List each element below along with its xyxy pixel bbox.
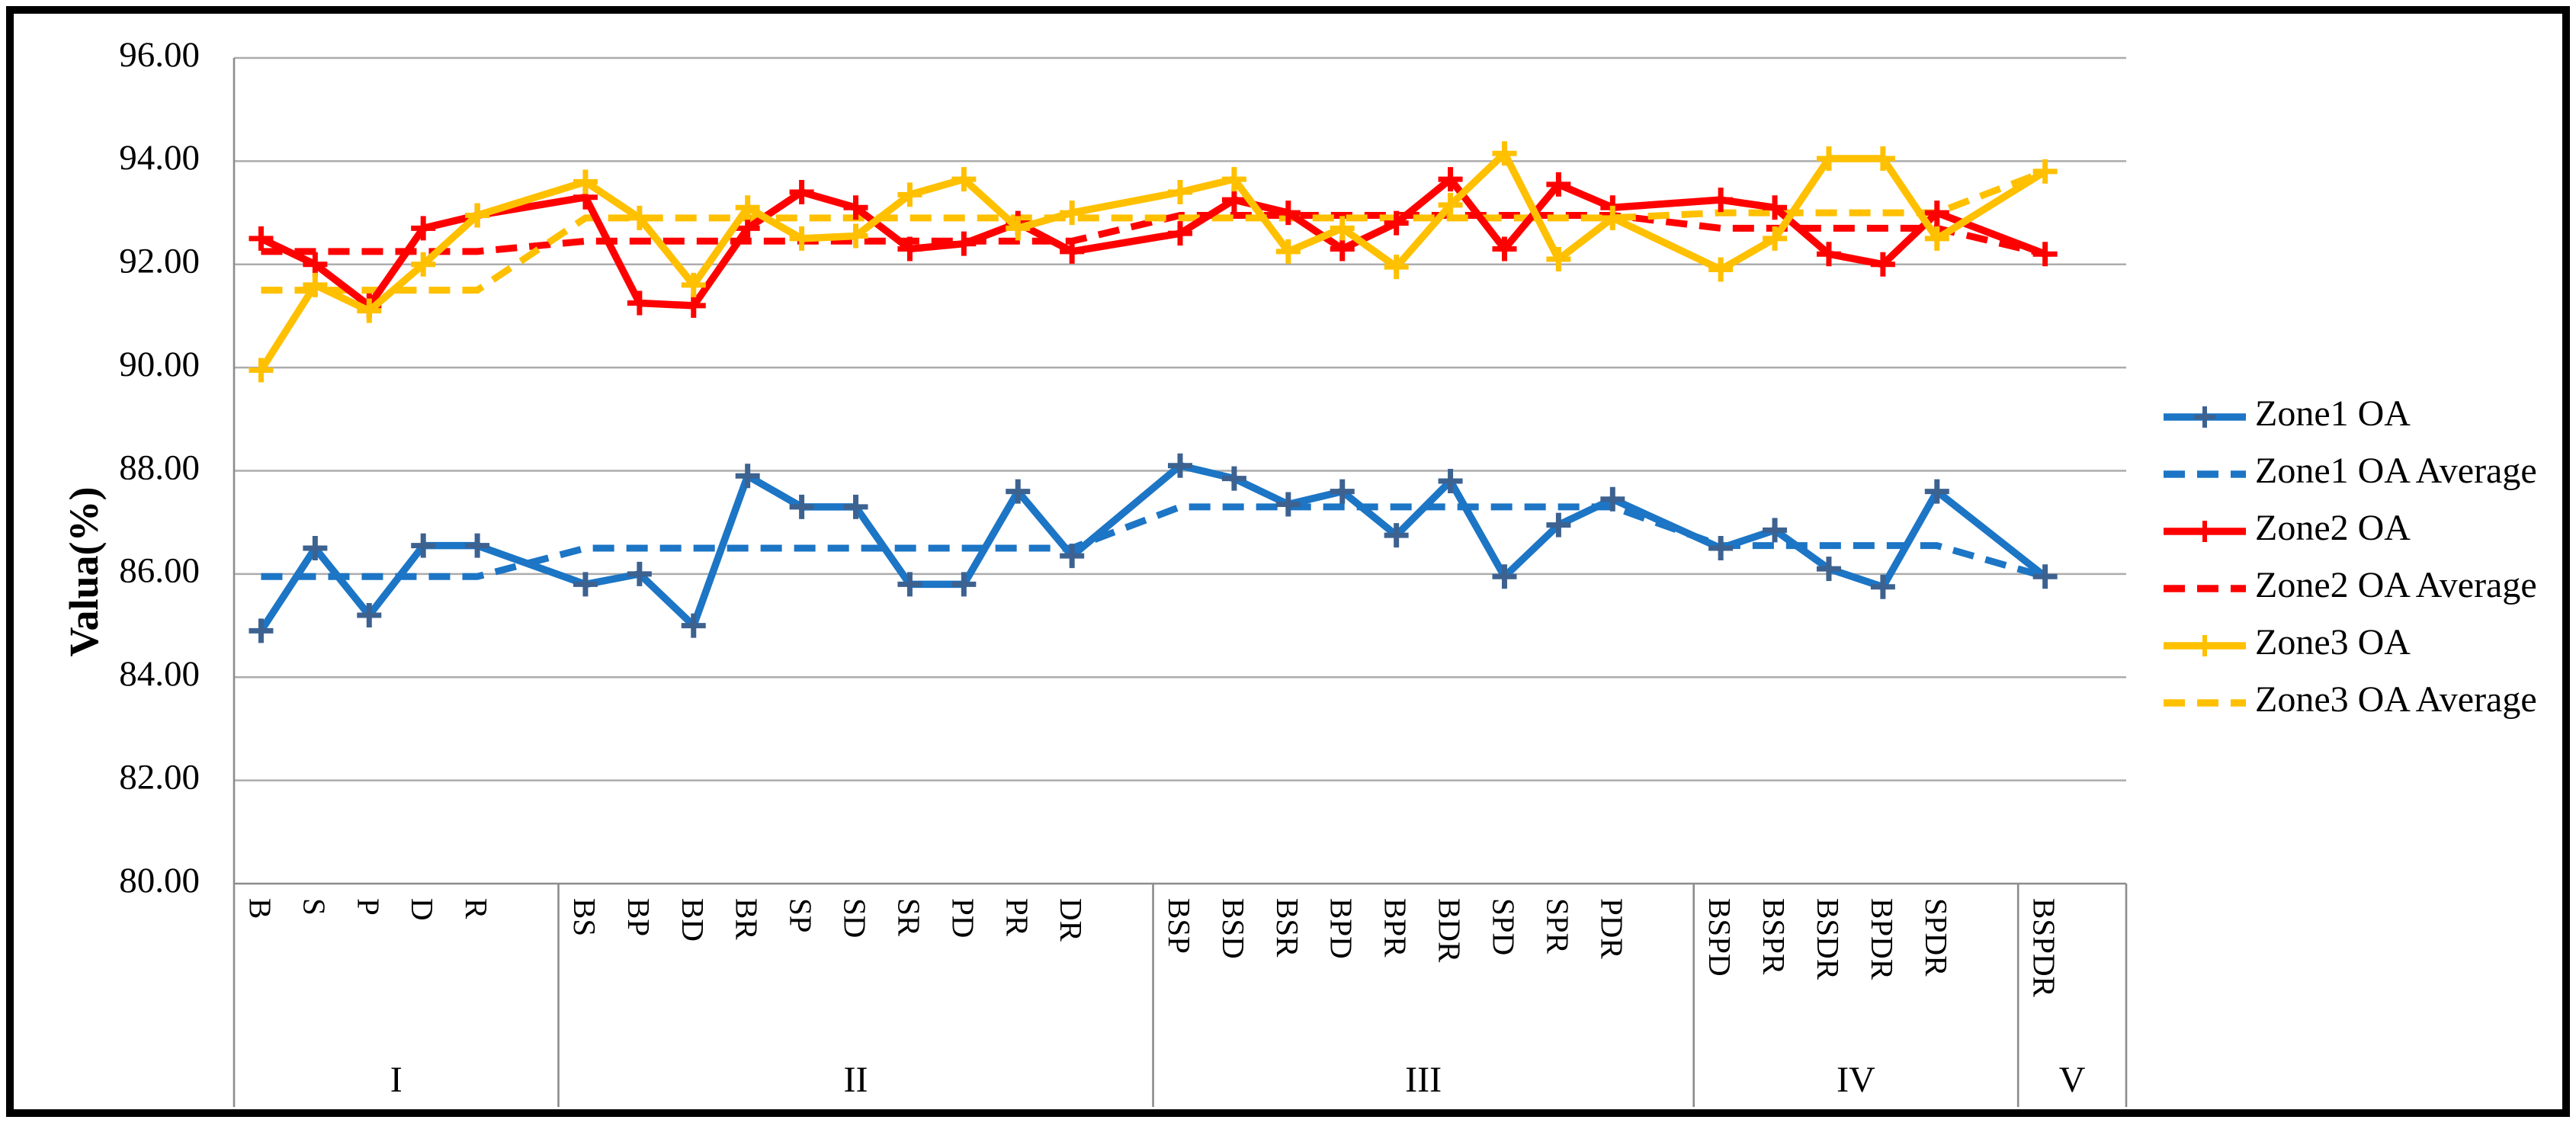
legend-label: Zone2 OA Average bbox=[2255, 565, 2537, 605]
category-label: BD bbox=[675, 898, 711, 942]
category-label: SPR bbox=[1540, 898, 1575, 955]
y-tick-label: 90.00 bbox=[119, 345, 200, 384]
series-markers-zone2-oa bbox=[249, 167, 2058, 318]
y-tick-label: 92.00 bbox=[119, 242, 200, 281]
series-markers-zone1-oa bbox=[249, 453, 2058, 643]
group-label: III bbox=[1405, 1060, 1442, 1100]
series-line-zone2-oa-average bbox=[261, 211, 2046, 258]
y-tick-label: 82.00 bbox=[119, 757, 200, 797]
y-axis-title: Valua(%) bbox=[61, 486, 107, 656]
category-label: BDR bbox=[1432, 898, 1468, 963]
category-label: BSPDR bbox=[2027, 898, 2062, 998]
series-line-zone3-oa-average bbox=[261, 168, 2047, 294]
category-label: BSP bbox=[1162, 898, 1197, 954]
category-label: S bbox=[297, 898, 332, 916]
category-label: DR bbox=[1054, 898, 1089, 942]
y-tick-label: 96.00 bbox=[119, 35, 200, 75]
legend-label: Zone3 OA Average bbox=[2255, 679, 2537, 720]
category-label: BS bbox=[567, 898, 602, 936]
y-tick-label: 84.00 bbox=[119, 654, 200, 694]
group-label: IV bbox=[1837, 1060, 1875, 1100]
category-label: BPDR bbox=[1865, 898, 1900, 980]
series-line-zone3-oa bbox=[257, 149, 2049, 374]
group-label: V bbox=[2059, 1060, 2086, 1100]
category-label: SPDR bbox=[1919, 898, 1954, 977]
category-label: BSDR bbox=[1811, 898, 1846, 980]
legend-label: Zone3 OA bbox=[2255, 622, 2411, 663]
legend-swatch-marker bbox=[2194, 635, 2215, 656]
figure-border bbox=[6, 6, 2570, 1117]
category-label: BPR bbox=[1378, 898, 1413, 958]
category-label: SR bbox=[891, 898, 926, 937]
category-label: PDR bbox=[1594, 898, 1629, 959]
legend-item: Zone3 OA Average bbox=[2164, 679, 2537, 720]
legend-label: Zone1 OA bbox=[2255, 393, 2411, 434]
legend-label: Zone1 OA Average bbox=[2255, 451, 2537, 491]
y-tick-label: 94.00 bbox=[119, 138, 200, 178]
legend-item: Zone2 OA bbox=[2164, 508, 2411, 548]
series-line-zone1-oa bbox=[257, 461, 2049, 635]
legend-swatch-marker bbox=[2194, 406, 2215, 428]
category-label: R bbox=[459, 898, 494, 919]
group-label: II bbox=[844, 1060, 868, 1100]
category-label: BR bbox=[730, 898, 765, 940]
category-label: SPD bbox=[1486, 898, 1521, 955]
legend-item: Zone1 OA Average bbox=[2164, 451, 2537, 491]
category-label: PD bbox=[945, 898, 980, 938]
category-label: D bbox=[405, 898, 440, 921]
category-label: PR bbox=[999, 898, 1035, 937]
category-label: BP bbox=[621, 898, 656, 936]
group-label: I bbox=[390, 1060, 403, 1100]
category-label: SP bbox=[784, 898, 819, 933]
category-label: B bbox=[242, 898, 277, 919]
category-label: SD bbox=[838, 898, 873, 938]
category-label: BSPR bbox=[1756, 898, 1792, 975]
legend-label: Zone2 OA bbox=[2255, 508, 2411, 548]
category-label: BSPD bbox=[1702, 898, 1737, 977]
series-markers-zone3-oa bbox=[249, 141, 2058, 383]
legend-item: Zone2 OA Average bbox=[2164, 565, 2537, 605]
legend-swatch-marker bbox=[2194, 521, 2215, 542]
category-label: BSD bbox=[1216, 898, 1251, 959]
category-label: BSR bbox=[1270, 898, 1305, 958]
y-tick-label: 88.00 bbox=[119, 448, 200, 487]
legend-item: Zone3 OA bbox=[2164, 622, 2411, 663]
y-tick-label: 80.00 bbox=[119, 861, 200, 900]
y-tick-label: 86.00 bbox=[119, 551, 200, 591]
legend-item: Zone1 OA bbox=[2164, 393, 2411, 434]
category-label: BPD bbox=[1324, 898, 1359, 959]
category-label: P bbox=[351, 898, 386, 916]
legend: Zone1 OA Zone1 OA Average Zone2 OA Zone2 OA… bbox=[2164, 393, 2537, 720]
